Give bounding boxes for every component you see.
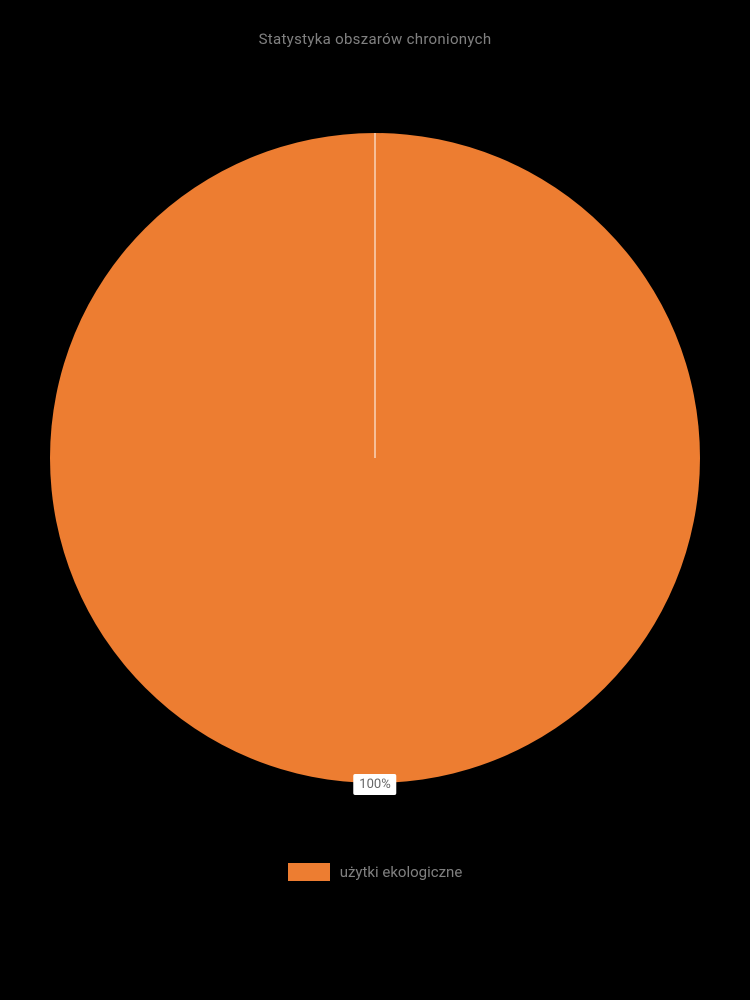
pie-chart-container: 100%	[50, 133, 700, 783]
chart-legend: użytki ekologiczne	[288, 863, 463, 881]
percent-label-0: 100%	[353, 774, 396, 795]
pie-chart	[50, 133, 700, 783]
legend-swatch-0	[288, 863, 330, 881]
legend-label-0: użytki ekologiczne	[340, 863, 463, 881]
chart-title: Statystyka obszarów chronionych	[259, 30, 492, 48]
